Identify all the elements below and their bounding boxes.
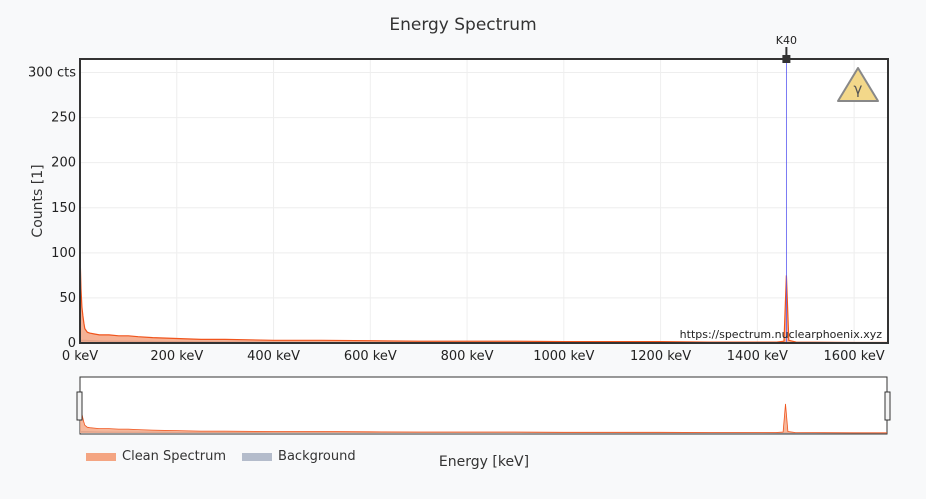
y-axis-label: Counts [1] — [30, 164, 46, 237]
x-tick-label: 1600 keV — [824, 349, 885, 364]
y-tick-label: 50 — [59, 291, 76, 306]
x-tick-label: 600 keV — [344, 349, 397, 364]
plot-frame — [79, 58, 889, 344]
legend-label-clean-spectrum: Clean Spectrum — [122, 449, 227, 464]
legend: Clean Spectrum Background — [86, 449, 356, 464]
legend-label-background: Background — [278, 449, 356, 464]
x-tick-label: 0 keV — [62, 349, 98, 364]
plot-area[interactable] — [80, 59, 888, 343]
x-tick-label: 1000 keV — [533, 349, 594, 364]
chart-title: Energy Spectrum — [389, 15, 536, 35]
range-slider[interactable] — [79, 376, 888, 435]
legend-swatch-clean-spectrum — [86, 452, 116, 461]
gamma-symbol-icon: γ — [854, 80, 863, 98]
x-axis-label: Energy [keV] — [439, 454, 529, 470]
gamma-warning-icon — [837, 67, 879, 102]
legend-item-clean-spectrum[interactable]: Clean Spectrum — [86, 449, 226, 464]
y-tick-label: 100 — [51, 246, 76, 261]
range-line-clean-spectrum — [80, 403, 887, 434]
x-tick-label: 800 keV — [441, 349, 494, 364]
x-tick-label: 1400 keV — [727, 349, 788, 364]
x-tick-label: 400 keV — [247, 349, 300, 364]
x-tick-label: 200 keV — [150, 349, 203, 364]
y-tick-label: 200 — [51, 156, 76, 171]
y-tick-label: 150 — [51, 201, 76, 216]
x-tick-label: 1200 keV — [630, 349, 691, 364]
series-line-clean-spectrum — [79, 252, 888, 344]
legend-swatch-background — [242, 452, 273, 461]
range-handle-right[interactable] — [884, 391, 891, 421]
k40-label: K40 — [776, 34, 797, 47]
watermark-url: https://spectrum.nuclearphoenix.xyz — [680, 328, 883, 341]
y-tick-label: 300 cts — [28, 66, 76, 81]
legend-item-background[interactable]: Background — [242, 449, 356, 464]
range-handle-left[interactable] — [76, 391, 83, 421]
y-tick-label: 0 — [68, 336, 76, 351]
y-tick-label: 250 — [51, 111, 76, 126]
